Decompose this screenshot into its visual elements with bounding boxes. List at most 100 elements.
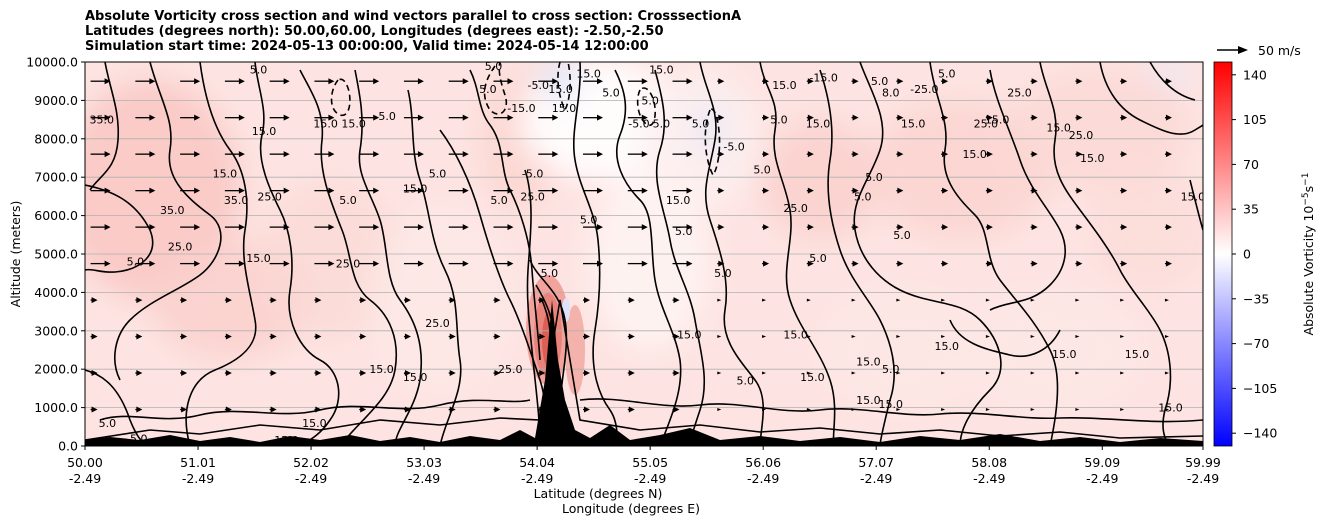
- wind-vector: [627, 187, 648, 194]
- wind-vector: [985, 114, 993, 121]
- wind-vector: [1120, 187, 1128, 194]
- contour-label-69: 5.0: [938, 68, 956, 81]
- wind-vector: [359, 297, 367, 304]
- wind-vector: [269, 224, 290, 231]
- x-tick-label-lon-5: -2.49: [634, 471, 666, 486]
- wind-vector: [941, 224, 949, 231]
- wind-vector: [806, 187, 814, 194]
- contour-label-34: 5.0: [541, 267, 559, 280]
- wind-vector: [941, 298, 946, 302]
- contour-label-57: 15.0: [806, 117, 831, 130]
- x-axis: 50.00-2.4951.01-2.4952.02-2.4953.03-2.49…: [67, 446, 1221, 486]
- y-axis: 0.0 1000.0 2000.0 3000.0 4000.0 5000.0 6000.0 7…: [26, 55, 85, 454]
- wind-vector: [896, 260, 904, 267]
- wind-vector: [448, 406, 456, 413]
- wind-vector: [359, 260, 380, 267]
- y-tick-label-2: 2000.0: [34, 362, 78, 377]
- wind-vector: [403, 151, 424, 158]
- contour-label-44: 15.0: [677, 329, 702, 342]
- wind-vector: [672, 406, 680, 413]
- wind-vector: [1075, 224, 1083, 231]
- wind-vector: [359, 78, 380, 85]
- wind-vector: [90, 78, 111, 85]
- wind-vector: [985, 408, 990, 412]
- wind-vector: [90, 333, 98, 340]
- wind-vector: [538, 370, 546, 377]
- wind-vector: [314, 224, 335, 231]
- contour-label-41: 15.0: [649, 64, 674, 77]
- wind-vector: [1120, 260, 1128, 267]
- vorticity-fill: [85, 62, 1203, 410]
- contour-label-29: 25.0: [520, 190, 545, 203]
- contour-label-0: 35.0: [90, 114, 115, 127]
- wind-vector: [1164, 408, 1169, 412]
- wind-vector: [806, 335, 811, 339]
- wind-vector: [493, 187, 514, 194]
- wind-vector: [448, 187, 469, 194]
- wind-vector: [762, 408, 767, 412]
- quiver-key-arrowhead: [1238, 46, 1248, 54]
- wind-vector: [403, 333, 411, 340]
- wind-vector: [1120, 114, 1128, 121]
- contour-label-70: 15.0: [962, 148, 987, 161]
- contour-label-32: 15.0: [548, 83, 573, 96]
- contour-label-3: 5.0: [127, 256, 145, 269]
- contour-label-13: 15.0: [313, 117, 338, 130]
- wind-vector: [314, 297, 322, 304]
- contour-label-6: 15.0: [213, 167, 238, 180]
- wind-vector: [224, 333, 232, 340]
- wind-vector: [627, 114, 648, 121]
- wind-vector: [985, 371, 990, 375]
- x-tick-label-lat-7: 57.07: [858, 455, 894, 470]
- wind-vector: [762, 114, 770, 121]
- x-tick-label-lon-10: -2.49: [1187, 471, 1219, 486]
- wind-vector: [314, 151, 335, 158]
- wind-vector: [314, 333, 322, 340]
- wind-vector: [90, 370, 98, 377]
- wind-vector: [806, 224, 814, 231]
- y-tick-label-0: 0.0: [58, 439, 78, 454]
- wind-vector: [403, 78, 424, 85]
- wind-vector: [627, 333, 635, 340]
- wind-vector: [941, 408, 946, 412]
- wind-vector: [762, 187, 770, 194]
- wind-vector: [314, 406, 322, 413]
- wind-vector: [224, 78, 245, 85]
- contour-label-17: 15.0: [341, 117, 366, 130]
- wind-vector: [1075, 114, 1083, 121]
- wind-vector: [851, 408, 856, 412]
- contour-label-48: 5.0: [737, 375, 755, 388]
- colorbar-label-base: Absolute Vorticity 10: [1301, 206, 1316, 336]
- wind-vector: [269, 78, 290, 85]
- wind-vector: [403, 297, 411, 304]
- contour-label-74: 25.0: [1007, 87, 1032, 100]
- wind-vector: [583, 78, 604, 85]
- colorbar: 140 105 70 35 0 −35 −70 −105 −140 Absolute Vorti…: [1213, 61, 1316, 447]
- wind-vector: [1164, 298, 1169, 302]
- wind-vector: [448, 297, 456, 304]
- contour-labels: 35.0 5.0 5.0 5.0 25.0 35.0 15.0 35.0 15.0 25.0 15.…: [90, 62, 1203, 446]
- contour-label-22: 5.0: [429, 167, 447, 180]
- contour-label-53: 15.0: [783, 329, 808, 342]
- wind-vector: [1030, 371, 1035, 375]
- wind-vector: [1030, 298, 1035, 302]
- wind-vector: [538, 224, 559, 231]
- x-tick-label-lat-10: 59.99: [1185, 455, 1221, 470]
- x-axis-label-longitude: Longitude (degrees E): [562, 501, 700, 516]
- x-tick-label-lat-4: 54.04: [519, 455, 555, 470]
- wind-vector: [224, 297, 232, 304]
- wind-vector: [90, 114, 111, 121]
- wind-vector: [269, 333, 277, 340]
- wind-vector: [1164, 260, 1172, 267]
- wind-vector: [985, 260, 993, 267]
- wind-vector: [896, 224, 904, 231]
- contour-label-51: 15.0: [772, 79, 797, 92]
- wind-vector: [717, 224, 725, 231]
- contour-label-39: 5.0: [641, 94, 659, 107]
- wind-vector: [851, 335, 856, 339]
- quiver-key-label: 50 m/s: [1258, 43, 1301, 58]
- wind-vector: [359, 224, 380, 231]
- wind-vector: [1164, 371, 1169, 375]
- wind-vector: [224, 151, 245, 158]
- contour-label-20: 15.0: [403, 371, 428, 384]
